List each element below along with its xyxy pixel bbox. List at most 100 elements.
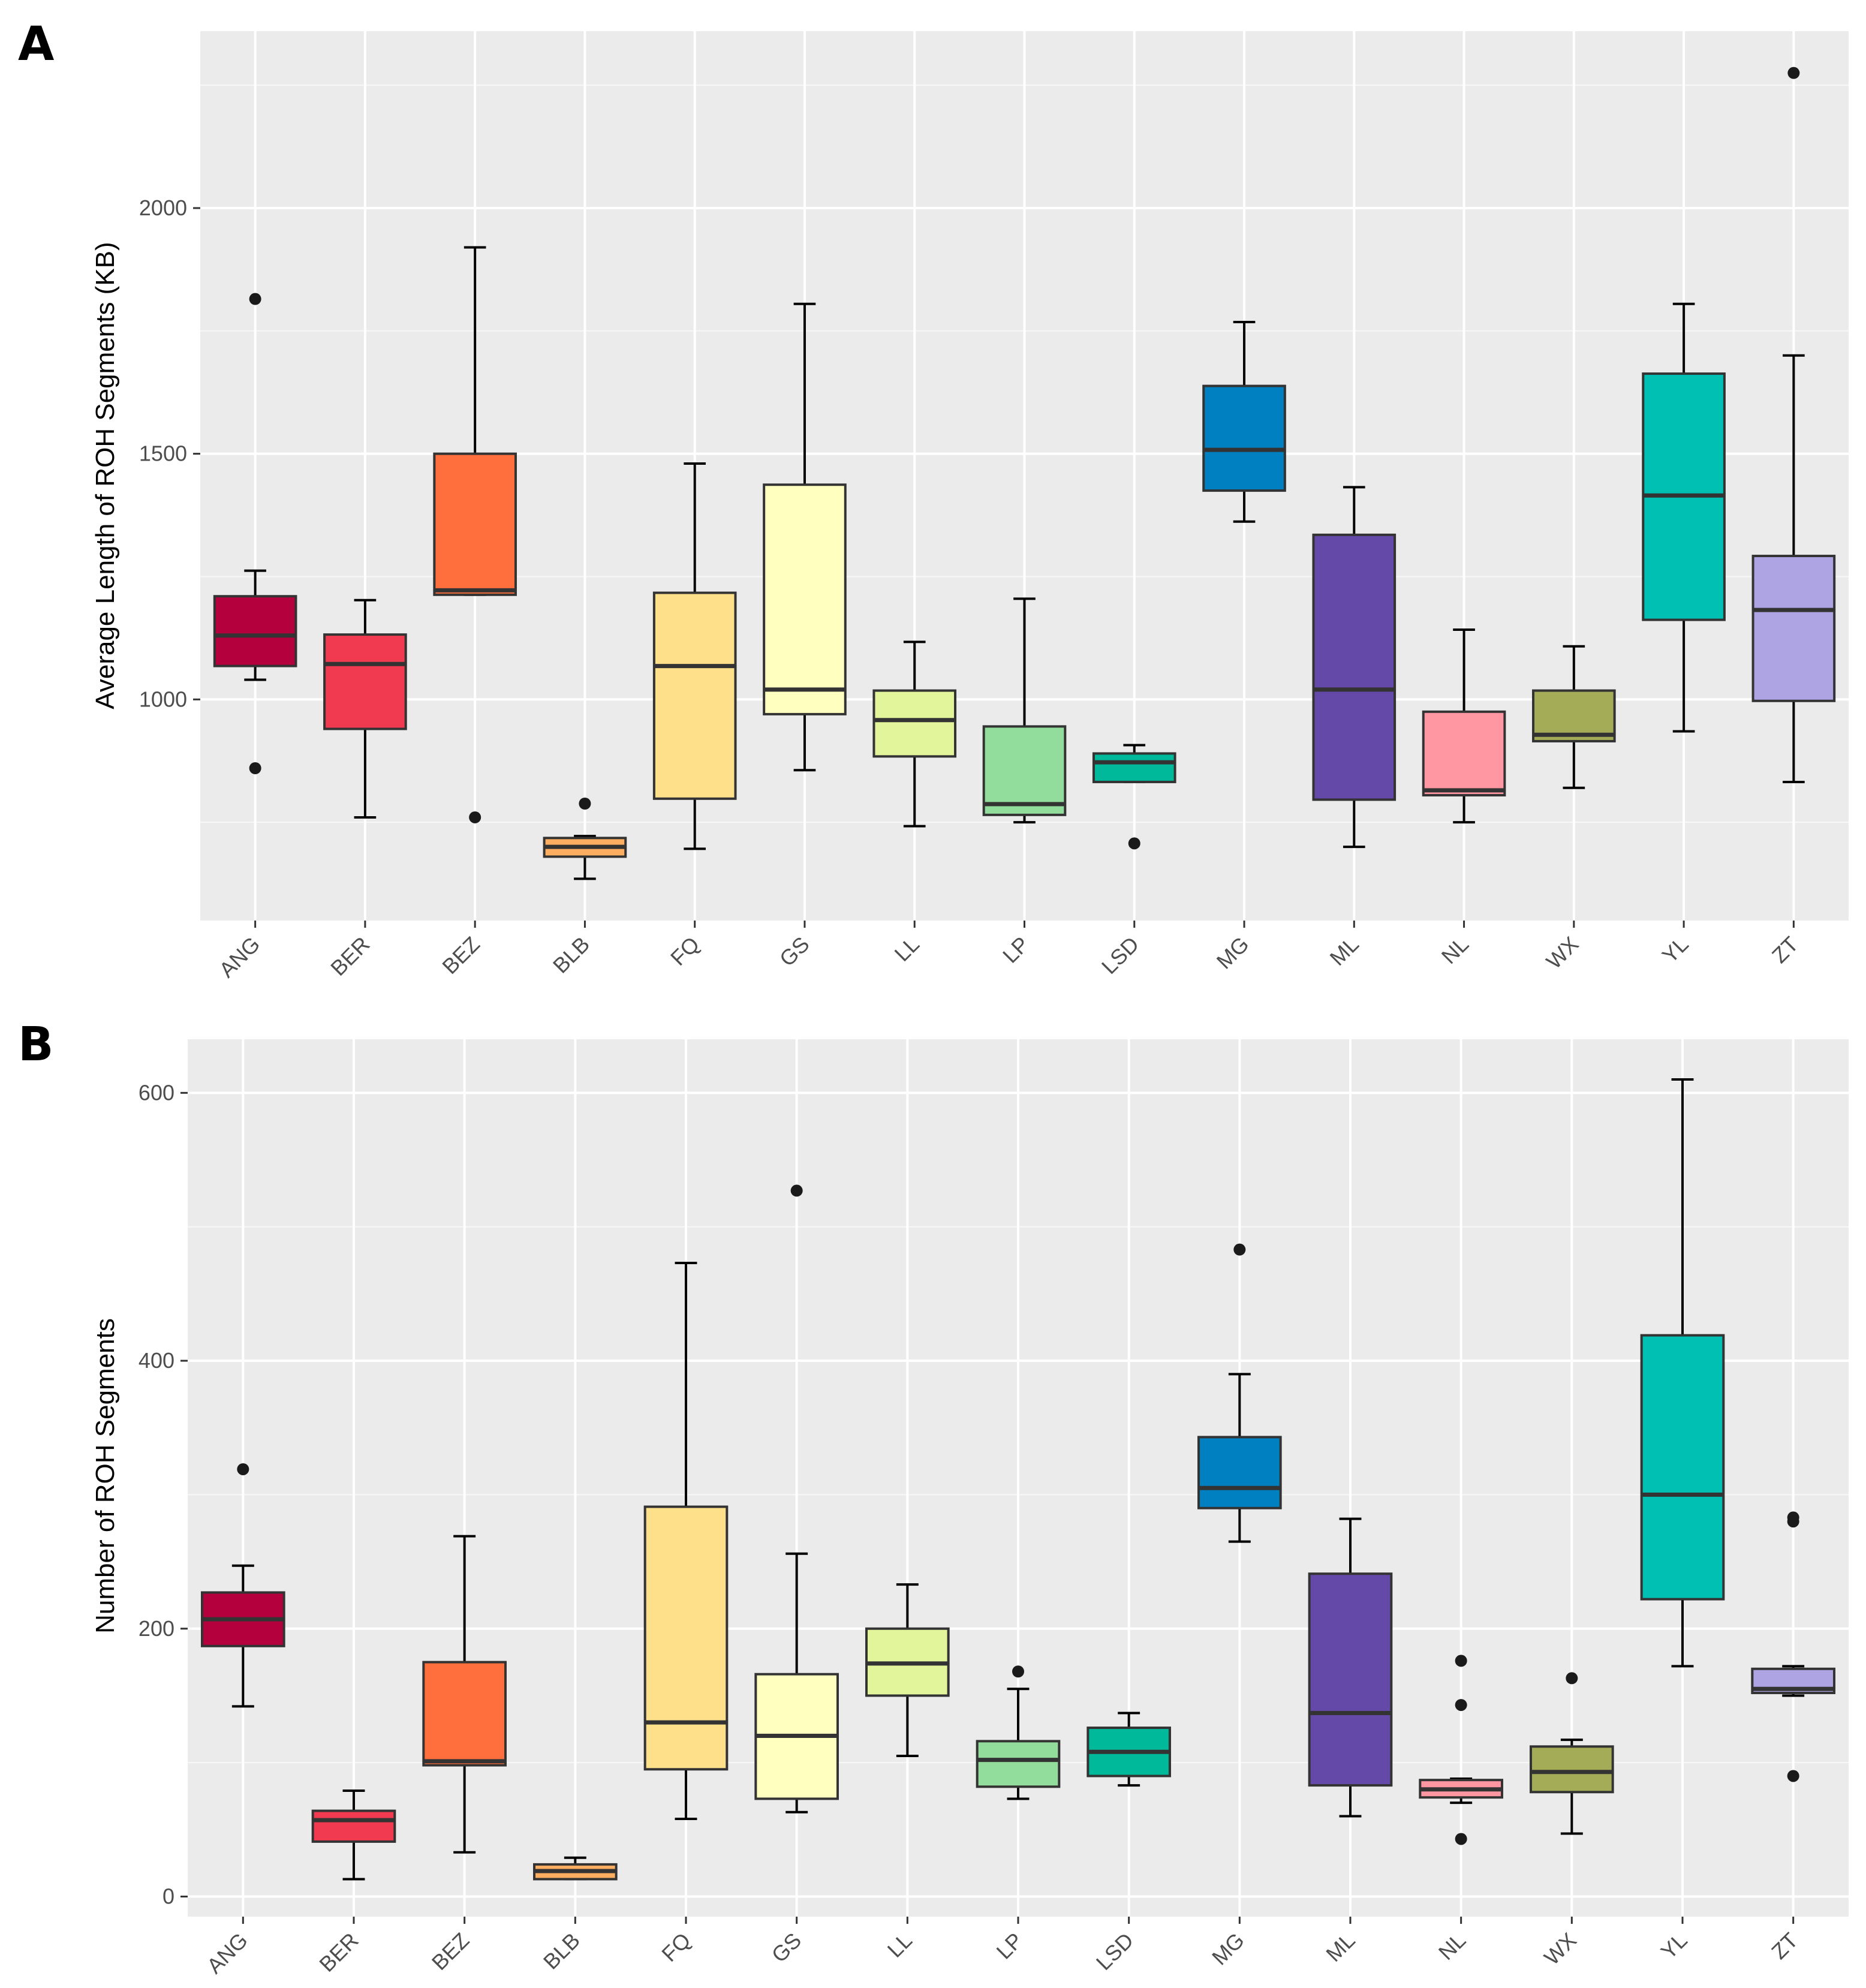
panel-b-box-bez: [422, 1535, 507, 1854]
panel-a-x-tick-label-lsd: LSD: [1097, 932, 1144, 979]
panel-b-x-tick-label-mg: MG: [1207, 1928, 1249, 1970]
panel-a-x-tick-label-mg: MG: [1212, 932, 1254, 974]
panel-a-box-lp: [982, 597, 1067, 824]
panel-b-box-gs: [754, 1184, 839, 1813]
panel-a-box-fq: [652, 462, 737, 850]
panel-a-box-wx: [1532, 645, 1616, 789]
panel-a-x-tick-label-ang: ANG: [214, 932, 264, 982]
panel-a-y-tick-label: 1500: [139, 441, 187, 466]
panel-a-outlier-lsd-0: [1128, 837, 1140, 850]
panel-b-box-ml: [1308, 1517, 1393, 1818]
panel-a-box-nl: [1422, 628, 1506, 824]
panel-a-iqr-box-fq: [652, 591, 737, 800]
panel-b-box-ll: [865, 1583, 950, 1757]
panel-a-iqr-box-lp: [982, 725, 1067, 816]
panel-b-outlier-nl-1: [1455, 1699, 1467, 1712]
panel-a-box-ang: [213, 293, 297, 775]
panel-b-box-mg: [1197, 1243, 1282, 1543]
panel-b-x-tick-label-ang: ANG: [202, 1928, 252, 1978]
panel-b-box-lp: [976, 1665, 1061, 1800]
panel-a-box-zt: [1751, 67, 1836, 783]
panel-a-iqr-box-ber: [323, 633, 407, 730]
panel-a-x-tick-label-lp: LP: [998, 932, 1034, 968]
panel-b-box-lsd: [1087, 1712, 1171, 1787]
panel-a-y-tick-label: 2000: [139, 196, 187, 220]
panel-b-iqr-box-ml: [1308, 1572, 1393, 1787]
panel-b-y-tick-label: 600: [139, 1080, 174, 1105]
panel-b-outlier-mg-0: [1233, 1243, 1246, 1256]
panel-b-x-tick-label-zt: ZT: [1766, 1928, 1802, 1964]
panel-a-x-tick-label-wx: WX: [1541, 932, 1583, 974]
panel-label-b: B: [18, 1018, 53, 1072]
panel-a-box-blb: [543, 797, 627, 880]
panel-a-iqr-box-nl: [1422, 710, 1506, 797]
panel-label-a: A: [18, 17, 54, 71]
panel-b-box-nl: [1419, 1655, 1503, 1845]
panel-a-box-ll: [872, 640, 957, 828]
panel-a-y-axis-title: Average Length of ROH Segments (KB): [91, 242, 120, 709]
panel-b-x-tick-label-wx: WX: [1539, 1928, 1581, 1970]
panel-a-box-bez: [433, 246, 517, 823]
panel-b-iqr-box-wx: [1530, 1745, 1614, 1794]
panel-a-box-gs: [763, 302, 847, 772]
panel-a-x-tick-label-nl: NL: [1437, 932, 1474, 969]
panel-b-iqr-box-lp: [976, 1740, 1061, 1788]
panel-b-x-tick-label-yl: YL: [1656, 1928, 1692, 1964]
panel-a-outlier-zt-0: [1787, 67, 1800, 79]
panel-a-x-tick-label-gs: GS: [775, 932, 814, 972]
panel-a-x-tick-label-bez: BEZ: [437, 932, 484, 979]
panel-a-iqr-box-mg: [1202, 384, 1286, 492]
panel-b-x-tick-label-fq: FQ: [657, 1928, 695, 1966]
panel-b-box-wx: [1530, 1672, 1614, 1835]
panel-b-y-tick-label: 400: [139, 1348, 174, 1373]
panel-b-iqr-box-ber: [311, 1809, 396, 1843]
panel-a-box-yl: [1642, 302, 1726, 733]
panel-b-outlier-zt-2: [1787, 1770, 1799, 1782]
panel-a-x-tick-label-zt: ZT: [1767, 932, 1803, 968]
panel-b-iqr-box-bez: [422, 1661, 507, 1767]
panel-a-box-ber: [323, 598, 407, 819]
panel-a-box-ml: [1312, 486, 1397, 849]
panel-b-outlier-gs-0: [790, 1184, 803, 1197]
panel-b-box-ber: [311, 1789, 396, 1881]
panel-a-iqr-box-ml: [1312, 533, 1397, 801]
panel-a-outlier-ang-1: [249, 762, 261, 775]
panel-b-outlier-zt-1: [1787, 1515, 1799, 1528]
panel-b-iqr-box-mg: [1197, 1436, 1282, 1509]
panel-b-x-tick-label-bez: BEZ: [427, 1928, 474, 1975]
panel-b-box-fq: [643, 1262, 729, 1820]
panel-b-box-zt: [1751, 1511, 1835, 1782]
panel-b-outlier-nl-0: [1455, 1655, 1467, 1667]
panel-b-x-tick-label-lsd: LSD: [1091, 1928, 1139, 1975]
panel-a-outlier-bez-0: [469, 811, 481, 823]
panel-b-y-tick-label: 200: [139, 1616, 174, 1641]
panel-a-x-tick-label-ll: LL: [890, 932, 924, 966]
panel-a-box-lsd: [1092, 744, 1176, 850]
panel-a-x-tick-label-ml: ML: [1325, 932, 1364, 970]
panel-a-outlier-ang-0: [249, 293, 261, 305]
panel-b-x-tick-label-nl: NL: [1434, 1928, 1471, 1965]
panel-a-iqr-box-zt: [1751, 555, 1836, 702]
panel-a-iqr-box-lsd: [1092, 752, 1176, 783]
panel-b-iqr-box-fq: [643, 1505, 729, 1771]
panel-a-y-tick-label: 1000: [139, 687, 187, 711]
panel-b-x-tick-label-ll: LL: [883, 1928, 917, 1962]
panel-b-iqr-box-yl: [1640, 1334, 1725, 1601]
panel-b-outlier-lp-0: [1012, 1665, 1024, 1678]
panel-b-x-tick-label-ber: BER: [314, 1928, 363, 1977]
panel-a-outlier-blb-0: [579, 797, 591, 810]
panel-b-x-tick-label-gs: GS: [767, 1928, 806, 1968]
panel-a-x-tick-label-yl: YL: [1657, 932, 1693, 968]
panel-b-outlier-ang-0: [237, 1463, 249, 1475]
panel-b-x-tick-label-lp: LP: [992, 1928, 1028, 1964]
panel-a-box-mg: [1202, 321, 1286, 523]
panel-b-box-yl: [1640, 1078, 1725, 1668]
panel-a-x-tick-label-blb: BLB: [548, 932, 594, 978]
panel-b-outlier-nl-2: [1455, 1833, 1467, 1845]
panel-b-box-blb: [533, 1856, 618, 1881]
panel-a-iqr-box-bez: [433, 452, 517, 596]
panel-b-x-tick-label-blb: BLB: [538, 1928, 585, 1974]
panel-a-x-tick-label-fq: FQ: [666, 932, 704, 970]
chart-panel-b: 0 200 400 600 ANG BER BEZ BLB FQ GS LL LP LSD MG ML NL W…: [91, 1039, 1849, 1978]
